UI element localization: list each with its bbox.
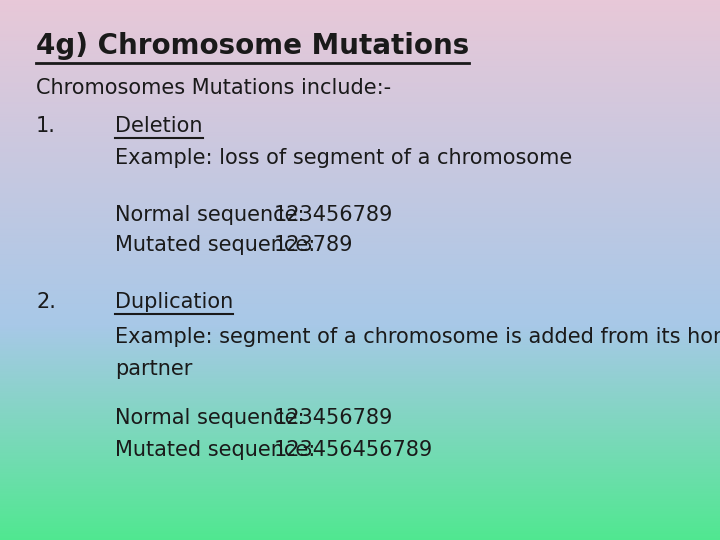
Text: Mutated sequence:: Mutated sequence: bbox=[115, 440, 315, 460]
Text: Example: loss of segment of a chromosome: Example: loss of segment of a chromosome bbox=[115, 148, 572, 168]
Text: Normal sequence:: Normal sequence: bbox=[115, 205, 305, 225]
Text: Normal sequence:: Normal sequence: bbox=[115, 408, 305, 428]
Text: 123789: 123789 bbox=[274, 235, 353, 255]
Text: Duplication: Duplication bbox=[115, 292, 233, 312]
Text: 2.: 2. bbox=[36, 292, 56, 312]
Text: 123456456789: 123456456789 bbox=[274, 440, 433, 460]
Text: Example: segment of a chromosome is added from its homologous: Example: segment of a chromosome is adde… bbox=[115, 327, 720, 347]
Text: 1.: 1. bbox=[36, 116, 56, 136]
Text: partner: partner bbox=[115, 359, 192, 379]
Text: 4g) Chromosome Mutations: 4g) Chromosome Mutations bbox=[36, 32, 469, 60]
Text: Chromosomes Mutations include:-: Chromosomes Mutations include:- bbox=[36, 78, 391, 98]
Text: 123456789: 123456789 bbox=[274, 408, 393, 428]
Text: 123456789: 123456789 bbox=[274, 205, 393, 225]
Text: Mutated sequence:: Mutated sequence: bbox=[115, 235, 315, 255]
Text: Deletion: Deletion bbox=[115, 116, 203, 136]
